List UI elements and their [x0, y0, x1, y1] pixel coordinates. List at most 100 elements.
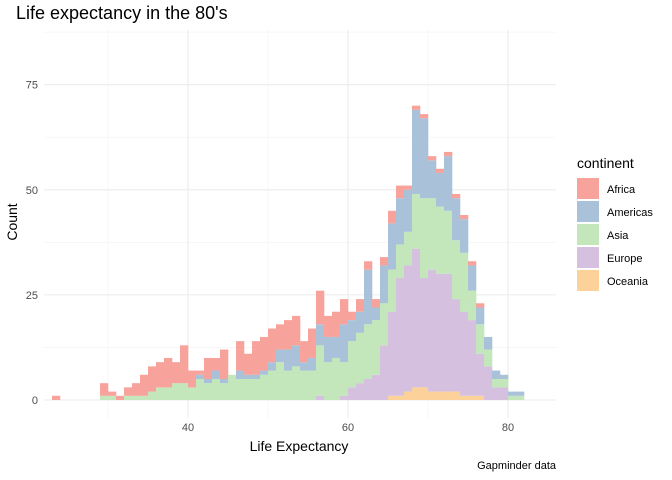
bar-segment-africa [252, 341, 261, 375]
y-tick-label: 0 [32, 395, 38, 407]
bar-segment-africa [332, 311, 341, 337]
bar-segment-americas [396, 198, 405, 245]
bar-segment-asia [124, 395, 133, 400]
bar-segment-africa [132, 383, 141, 396]
x-tick-label: 80 [502, 422, 514, 434]
bar-segment-americas [516, 391, 525, 396]
bar-segment-americas [212, 370, 221, 379]
bar-segment-americas [364, 269, 373, 325]
bar-segment-africa [52, 395, 61, 400]
bar-segment-europe [484, 366, 493, 400]
bar-segment-europe [364, 378, 373, 400]
bar-segment-africa [100, 383, 109, 396]
bar-segment-africa [412, 105, 421, 110]
bar-segment-asia [284, 370, 293, 400]
bar-segment-asia [220, 383, 229, 400]
bar-segment-asia [436, 206, 445, 274]
bar-segment-asia [356, 332, 365, 384]
bar-segment-asia [396, 244, 405, 279]
bar-segment-americas [420, 118, 429, 199]
y-tick-label: 25 [26, 290, 38, 302]
bar-segment-asia [484, 349, 493, 367]
bar-segment-asia [348, 341, 357, 388]
bar-segment-asia [236, 378, 245, 400]
bar-segment-africa [196, 370, 205, 375]
bar-segment-asia [420, 198, 429, 279]
bar-segment-oceania [396, 395, 405, 400]
bar-segment-asia [388, 269, 397, 312]
bar-segment-africa [388, 210, 397, 224]
bar-segment-europe [372, 374, 381, 400]
bar-segment-asia [316, 345, 325, 396]
legend-swatch-africa [577, 178, 599, 199]
bar-segment-europe [460, 311, 469, 396]
legend-label-oceania: Oceania [607, 276, 649, 288]
bar-segment-asia [108, 395, 117, 400]
bar-segment-asia [332, 357, 341, 400]
bar-segment-oceania [388, 395, 397, 400]
bar-segment-americas [452, 198, 461, 241]
bar-segment-americas [220, 378, 229, 384]
bar-segment-asia [292, 366, 301, 400]
bar-segment-europe [436, 273, 445, 392]
bar-segment-americas [252, 374, 261, 379]
bar-segment-americas [324, 336, 333, 363]
bar-segment-asia [252, 378, 261, 400]
bar-segment-oceania [468, 395, 477, 400]
bar-segment-africa [108, 391, 117, 396]
bar-segment-africa [356, 299, 365, 312]
bar-segment-asia [204, 383, 213, 400]
bar-segment-africa [148, 366, 157, 392]
bar-segment-africa [308, 328, 317, 358]
bar-segment-europe [420, 278, 429, 388]
bar-segment-asia [324, 362, 333, 400]
bar-segment-asia [244, 378, 253, 400]
bar-segment-asia [500, 378, 509, 388]
bar-segment-asia [428, 198, 437, 270]
bar-segment-asia [372, 320, 381, 375]
bar-segment-asia [196, 378, 205, 400]
bar-segment-africa [140, 374, 149, 396]
bar-segment-asia [180, 383, 189, 400]
bar-segment-europe [444, 273, 453, 392]
bar-segment-asia [156, 387, 165, 400]
bar-segment-africa [292, 315, 301, 346]
y-tick-label: 50 [26, 185, 38, 197]
bar-segment-europe [380, 345, 389, 400]
bar-segment-asia [340, 362, 349, 396]
bar-segment-europe [340, 395, 349, 400]
bar-segment-americas [500, 374, 509, 379]
bar-segment-africa [180, 345, 189, 384]
bar-segment-americas [340, 324, 349, 363]
x-axis-ticks: 40 60 80 [182, 422, 514, 434]
bar-segment-asia [444, 210, 453, 274]
bar-segment-asia [228, 374, 237, 400]
bar-segment-africa [404, 185, 413, 190]
bar-segment-africa [468, 261, 477, 266]
bar-segment-asia [308, 370, 317, 400]
bar-segment-africa [124, 387, 133, 396]
bar-segment-africa [364, 261, 373, 270]
bar-segment-asia [188, 387, 197, 400]
bar-segment-americas [276, 349, 285, 363]
bar-segment-africa [380, 257, 389, 266]
bar-segment-africa [204, 357, 213, 379]
bar-segment-asia [468, 290, 477, 321]
bar-segment-africa [452, 193, 461, 199]
bar-segment-europe [348, 387, 357, 400]
bar-segment-oceania [412, 387, 421, 400]
y-axis-title: Count [4, 203, 20, 240]
bar-segment-africa [260, 336, 269, 371]
bar-segment-asia [492, 378, 501, 388]
bar-segment-americas [260, 370, 269, 375]
bar-segment-oceania [444, 391, 453, 400]
bar-segment-asia [476, 324, 485, 354]
bar-segment-asia [100, 395, 109, 400]
bar-segment-asia [412, 193, 421, 249]
bar-segment-oceania [460, 395, 469, 400]
chart-title: Life expectancy in the 80's [16, 3, 228, 23]
bar-segment-asia [268, 370, 277, 400]
bar-segment-asia [164, 387, 173, 400]
bar-segment-africa [436, 168, 445, 173]
bar-segment-africa [460, 215, 469, 220]
